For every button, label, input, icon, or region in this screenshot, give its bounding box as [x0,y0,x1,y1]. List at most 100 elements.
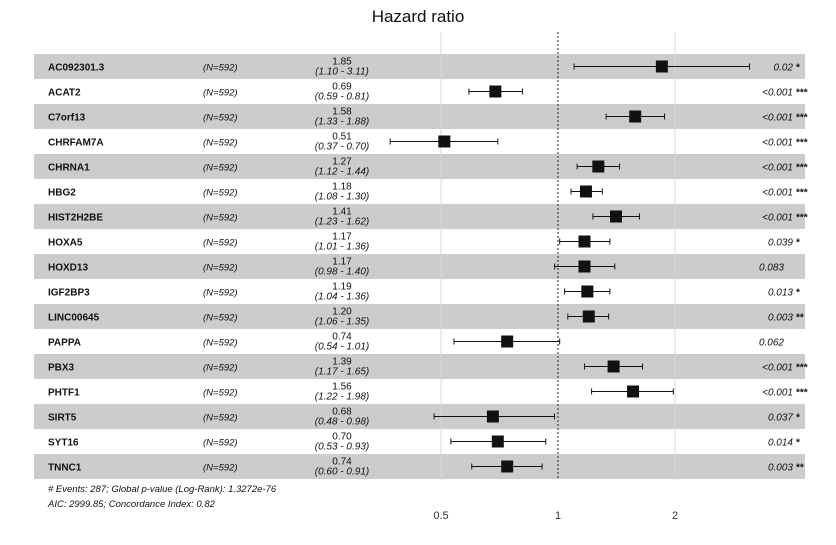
hr-value: 1.20 [332,307,352,318]
row-n: (N=592) [203,238,238,249]
significance-stars: * [796,238,800,249]
row-label: HIST2H2BE [48,213,103,224]
p-value: 0.003 [768,463,793,474]
hr-value: 0.74 [332,332,352,343]
significance-stars: * [796,288,800,299]
hr-point [578,235,591,248]
x-tick-label: 0.5 [433,510,448,522]
significance-stars: *** [796,88,808,99]
row-n: (N=592) [203,213,238,224]
significance-stars: *** [796,163,808,174]
ci-value: (1.10 - 3.11) [315,67,369,78]
p-value: 0.014 [768,438,793,449]
row-band [34,354,805,379]
ci-value: (1.33 - 1.88) [315,117,369,128]
significance-stars: *** [796,138,808,149]
hr-point [655,60,668,73]
plot-marks [389,60,751,473]
gridlines [440,32,676,480]
hr-point [627,385,640,398]
ci-value: (1.04 - 1.36) [315,292,369,303]
x-axis: 0.5 1 2 [433,510,678,522]
ci-value: (1.06 - 1.35) [315,317,369,328]
hr-value: 1.17 [332,257,352,268]
row-band [34,304,805,329]
hr-point [438,135,451,148]
hr-point [607,360,620,373]
hr-point [579,185,592,198]
hr-value: 0.70 [332,432,352,443]
hr-point [592,160,605,173]
p-value: 0.083 [759,263,784,274]
hr-value: 0.51 [332,132,352,143]
ci-value: (0.53 - 0.93) [315,442,369,453]
row-n: (N=592) [203,438,238,449]
hr-value: 0.69 [332,82,352,93]
significance-stars: * [796,413,800,424]
p-value: <0.001 [762,163,793,174]
significance-stars: ** [796,463,804,474]
row-label: PAPPA [48,338,81,349]
significance-stars: *** [796,388,808,399]
significance-stars: *** [796,113,808,124]
row-labels: AC092301.3 (N=592)1.85(1.10 - 3.11) 0.02 *A… [48,57,808,478]
row-n: (N=592) [203,413,238,424]
hr-value: 0.68 [332,407,352,418]
row-n: (N=592) [203,288,238,299]
hr-point [501,335,514,348]
row-label: PHTF1 [48,388,80,399]
ci-value: (0.54 - 1.01) [315,342,369,353]
row-label: AC092301.3 [48,63,105,74]
row-bands [34,54,805,479]
p-value: <0.001 [762,188,793,199]
p-value: <0.001 [762,213,793,224]
row-band [34,204,805,229]
hr-point [491,435,504,448]
ci-value: (1.12 - 1.44) [315,167,369,178]
hr-value: 1.19 [332,282,352,293]
hr-value: 1.39 [332,357,352,368]
row-label: LINC00645 [48,313,100,324]
row-n: (N=592) [203,463,238,474]
row-label: IGF2BP3 [48,288,90,299]
x-tick-label: 1 [555,510,561,522]
p-value: <0.001 [762,363,793,374]
significance-stars: *** [796,213,808,224]
row-label: ACAT2 [48,88,81,99]
ci-value: (0.48 - 0.98) [315,417,369,428]
footnote-aic: AIC: 2999.85; Concordance Index: 0.82 [47,499,216,510]
ci-value: (0.60 - 0.91) [315,467,369,478]
hr-value: 1.27 [332,157,352,168]
ci-value: (0.37 - 0.70) [315,142,369,153]
row-label: SIRT5 [48,413,77,424]
chart-title: Hazard ratio [372,7,465,26]
significance-stars: * [796,438,800,449]
row-label: HBG2 [48,188,76,199]
row-n: (N=592) [203,188,238,199]
row-band [34,104,805,129]
row-label: CHRFAM7A [48,138,104,149]
row-n: (N=592) [203,88,238,99]
hr-value: 1.41 [332,207,352,218]
row-n: (N=592) [203,163,238,174]
row-n: (N=592) [203,338,238,349]
row-band [34,404,805,429]
hr-point [489,85,502,98]
significance-stars: * [796,63,800,74]
row-label: SYT16 [48,438,79,449]
row-n: (N=592) [203,313,238,324]
p-value: 0.037 [768,413,793,424]
row-label: HOXD13 [48,263,88,274]
row-label: C7orf13 [48,113,86,124]
significance-stars: ** [796,313,804,324]
p-value: <0.001 [762,388,793,399]
ci-value: (1.08 - 1.30) [315,192,369,203]
p-value: <0.001 [762,88,793,99]
row-n: (N=592) [203,388,238,399]
row-label: PBX3 [48,363,75,374]
hr-point [609,210,622,223]
row-n: (N=592) [203,138,238,149]
row-band [34,254,805,279]
hr-point [501,460,514,473]
hr-value: 0.74 [332,457,352,468]
